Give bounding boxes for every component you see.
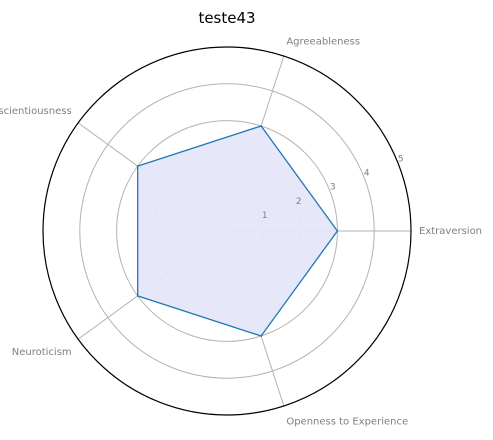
radar-series [136,125,339,337]
r-tick-label: 5 [398,155,404,165]
series-point [136,295,139,297]
series-point [336,230,339,232]
chart-title: teste43 [198,9,255,27]
series-line [137,125,339,337]
r-tick-label: 1 [262,211,268,221]
axis-label: Openness to Experience [286,417,408,428]
r-tick-label: 2 [296,197,302,207]
series-area [137,126,338,336]
radar-frame [42,46,412,416]
series-point [136,165,139,167]
axis-label: Neuroticism [12,347,72,358]
axis-label: Extraversion [419,226,482,237]
axis-label: Conscientiousness [0,106,72,117]
axis-label: Agreeableness [286,36,360,47]
radar-labels: 1 2 3 4 5 Extraversion Agreeableness Conscienti… [0,36,482,427]
series-point [260,125,262,127]
r-tick-label: 4 [364,169,370,179]
series-point [260,335,262,337]
r-tick-label: 3 [330,183,336,193]
